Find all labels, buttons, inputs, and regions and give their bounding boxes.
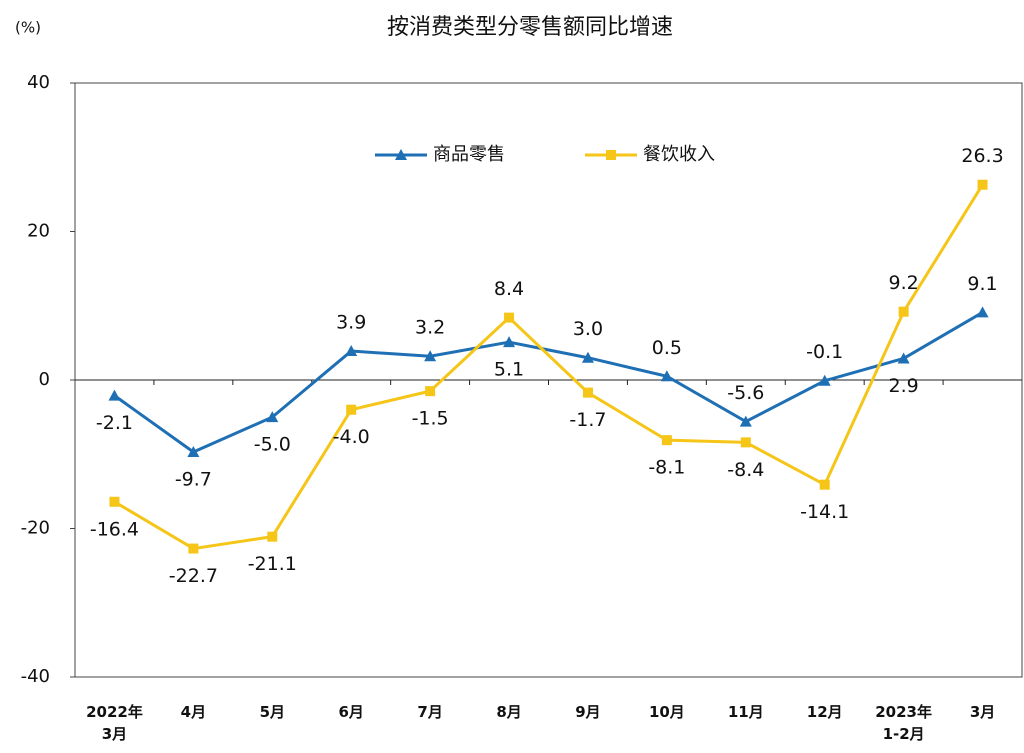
- data-label: 26.3: [961, 145, 1003, 167]
- point: [188, 543, 199, 554]
- point: [660, 370, 673, 382]
- y-tick-label: 0: [39, 369, 50, 390]
- x-tick-label: 11月: [727, 703, 764, 721]
- point: [977, 179, 988, 190]
- point: [503, 336, 516, 348]
- point: [819, 479, 830, 490]
- chart-title: 按消费类型分零售额同比增速: [387, 15, 673, 40]
- data-label: -8.1: [648, 457, 685, 479]
- x-tick-label: 7月: [417, 703, 443, 721]
- x-tick-label: 5月: [259, 703, 285, 721]
- data-label: -16.4: [90, 518, 139, 540]
- x-tick-label: 3月: [969, 703, 996, 721]
- data-label: -22.7: [169, 565, 218, 587]
- point: [581, 351, 594, 363]
- x-tick-label: 4月: [180, 703, 207, 721]
- x-tick-label: 12月: [806, 703, 843, 721]
- point: [898, 306, 909, 317]
- data-label: -14.1: [800, 501, 849, 523]
- x-tick-label: 6月: [338, 703, 364, 721]
- data-label: -9.7: [175, 469, 212, 491]
- legend-label: 餐饮收入: [643, 144, 715, 165]
- point: [818, 374, 831, 386]
- legend-marker: [606, 150, 616, 160]
- y-tick-label: 40: [27, 72, 50, 93]
- point: [187, 446, 200, 458]
- legend-label: 商品零售: [433, 144, 505, 165]
- data-label: 9.2: [889, 272, 919, 294]
- data-label: 0.5: [652, 337, 682, 359]
- data-label: -1.7: [569, 409, 606, 431]
- data-label: 9.1: [967, 273, 997, 295]
- point: [266, 411, 279, 423]
- x-tick-label: 10月: [648, 703, 685, 721]
- point: [345, 345, 358, 357]
- data-label: -5.6: [727, 382, 764, 404]
- point: [740, 437, 751, 448]
- data-label: 8.4: [494, 278, 524, 300]
- point: [425, 386, 436, 397]
- point: [976, 306, 989, 318]
- y-tick-label: -20: [21, 518, 50, 539]
- point: [424, 350, 437, 362]
- data-label: -5.0: [254, 434, 291, 456]
- x-tick-label: 9月: [575, 703, 601, 721]
- point: [897, 352, 910, 364]
- x-tick-label: 2022年 3月: [86, 703, 143, 743]
- data-label: -1.5: [412, 408, 449, 430]
- data-label: 3.0: [573, 318, 603, 340]
- data-label: -21.1: [248, 553, 297, 575]
- data-label: -4.0: [333, 426, 370, 448]
- data-label: -0.1: [806, 341, 843, 363]
- series-line: [113, 183, 984, 551]
- point: [108, 389, 121, 401]
- point: [661, 435, 672, 446]
- point: [346, 404, 357, 415]
- point: [504, 312, 515, 323]
- point: [739, 415, 752, 427]
- point: [109, 496, 120, 507]
- x-tick-label: 2023年 1-2月: [875, 703, 932, 743]
- data-label: -2.1: [96, 412, 133, 434]
- series-line: [113, 311, 984, 454]
- data-label: 2.9: [889, 375, 919, 397]
- y-tick-label: 20: [27, 221, 50, 242]
- point: [267, 531, 278, 542]
- data-label: 5.1: [494, 359, 524, 381]
- legend-marker: [395, 149, 407, 160]
- data-label: 3.2: [415, 317, 445, 339]
- y-unit: (%): [15, 19, 41, 37]
- y-tick-label: -40: [21, 666, 50, 687]
- data-label: -8.4: [727, 459, 764, 481]
- x-tick-label: 8月: [496, 703, 522, 721]
- point: [582, 387, 593, 398]
- data-label: 3.9: [336, 312, 366, 334]
